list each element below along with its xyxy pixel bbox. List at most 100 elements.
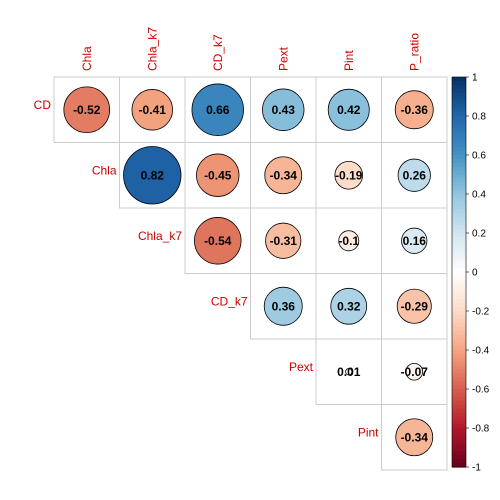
value-label-cd-k7-pint: 0.32 xyxy=(337,299,361,313)
circle-chla-k7-pext xyxy=(265,222,302,259)
colorbar-segment xyxy=(452,229,466,234)
colorbar-segment xyxy=(452,100,466,105)
value-label-chla-cd-k7: -0.45 xyxy=(204,168,232,182)
colorbar-segment xyxy=(452,381,466,386)
value-label-cd-k7-pext: 0.36 xyxy=(272,299,296,313)
colorbar-segment xyxy=(452,186,466,191)
colorbar-tick-label: 1 xyxy=(472,73,478,84)
colorbar-segment xyxy=(452,139,466,144)
circle-cd-chla-k7 xyxy=(131,89,173,131)
colorbar-segment xyxy=(452,330,466,335)
colorbar-segment xyxy=(452,190,466,195)
circle-chla-chla-k7 xyxy=(123,146,182,205)
colorbar-segment xyxy=(452,279,466,285)
colorbar-segment xyxy=(452,373,466,378)
circle-cd-k7-pint xyxy=(330,287,368,325)
colorbar-segment xyxy=(452,217,466,222)
colorbar-segment xyxy=(452,287,466,293)
colorbar-segment xyxy=(452,447,466,452)
row-label-pext: Pext xyxy=(289,360,314,374)
colorbar-segment xyxy=(452,240,466,246)
labels-layer: Chla Chla_k7 CD_k7 Pext Pint P_ratio CD Chla Chl… xyxy=(34,27,422,440)
colorbar-segment xyxy=(452,459,466,464)
value-label-chla-pext: -0.34 xyxy=(270,168,298,182)
circle-cd-chla xyxy=(63,86,111,134)
value-label-chla-k7-pint: -0.1 xyxy=(338,234,359,248)
row-label-cd-k7: CD_k7 xyxy=(211,295,248,309)
value-label-chla-k7-cd-k7: -0.54 xyxy=(204,234,232,248)
colorbar-segment xyxy=(452,318,466,324)
colorbar-segment xyxy=(452,350,466,355)
colorbar-segment xyxy=(452,291,466,296)
colorbar-segment xyxy=(452,77,466,82)
circle-chla-pext xyxy=(264,156,303,195)
value-label-cd-p-ratio: -0.36 xyxy=(401,103,429,117)
colorbar-segment xyxy=(452,307,466,312)
colorbar-segment xyxy=(452,412,466,417)
circle-chla-p-ratio xyxy=(397,158,431,192)
grid-layer xyxy=(53,76,448,471)
value-label-pext-pint: 0.01 xyxy=(337,365,361,379)
colorbar-segment xyxy=(452,225,466,230)
colorbar-segment xyxy=(452,174,466,179)
circle-pint-p-ratio xyxy=(395,418,434,457)
colorbar-segment xyxy=(452,451,466,456)
col-label-cd-k7: CD_k7 xyxy=(211,34,225,71)
circle-chla-k7-p-ratio xyxy=(401,227,428,254)
colorbar-segment xyxy=(452,209,466,215)
circle-cd-cd-k7 xyxy=(191,83,244,136)
colorbar-tick-label: 0 xyxy=(472,268,478,279)
colorbar-segment xyxy=(452,361,466,367)
colorbar-segment xyxy=(452,311,466,316)
circle-chla-k7-pint xyxy=(338,230,360,252)
colorbar-segment xyxy=(452,147,466,152)
col-label-chla: Chla xyxy=(80,46,94,71)
colorbar-segment xyxy=(452,194,466,199)
colorbar-segment xyxy=(452,112,466,117)
colorbar-segment xyxy=(452,264,466,269)
colorbar-segment xyxy=(452,268,466,273)
circle-cd-p-ratio xyxy=(394,90,434,130)
colorbar-segment xyxy=(452,92,466,98)
colorbar-segment xyxy=(452,439,466,445)
value-label-cd-chla: -0.52 xyxy=(73,103,101,117)
circle-cd-pext xyxy=(262,88,305,131)
colorbar-segment xyxy=(452,256,466,261)
value-label-cd-chla-k7: -0.41 xyxy=(139,103,167,117)
colorbar-segment xyxy=(452,119,466,125)
row-label-chla: Chla xyxy=(92,164,117,178)
value-label-chla-k7-pext: -0.31 xyxy=(270,234,298,248)
colorbar-segment xyxy=(452,233,466,238)
circle-chla-cd-k7 xyxy=(196,153,240,197)
colorbar-segment xyxy=(452,80,466,86)
value-label-chla-chla-k7: 0.82 xyxy=(141,168,165,182)
colorbar-tick-label: 0.2 xyxy=(472,229,486,240)
colorbar-tick-label: 0.8 xyxy=(472,112,486,123)
grid-cell-chla-k7-pint xyxy=(315,207,382,274)
colorbar-segment xyxy=(452,314,466,320)
colorbar-segment xyxy=(452,197,466,203)
colorbar-segment xyxy=(452,463,466,468)
value-label-chla-k7-p-ratio: 0.16 xyxy=(403,234,427,248)
colorbar-segment xyxy=(452,334,466,339)
colorbar-tick-label: 0.6 xyxy=(472,151,486,162)
colorbar-segment xyxy=(452,135,466,140)
colorbar-segment xyxy=(452,166,466,172)
colorbar-segment xyxy=(452,182,466,187)
colorbar-segment xyxy=(452,151,466,156)
col-label-p-ratio: P_ratio xyxy=(407,33,421,71)
colorbar-segment xyxy=(452,248,466,254)
value-label-cd-pext: 0.43 xyxy=(272,103,296,117)
colorbar-segment xyxy=(452,131,466,137)
colorbar-segment xyxy=(452,389,466,394)
col-label-pext: Pext xyxy=(276,46,290,71)
colorbar-segment xyxy=(452,404,466,410)
colorbar-segment xyxy=(452,424,466,429)
colorbar-segment xyxy=(452,295,466,300)
colorbar-segment xyxy=(452,127,466,133)
value-label-cd-cd-k7: 0.66 xyxy=(206,103,230,117)
colorbar-segment xyxy=(452,342,466,347)
colorbar-segment xyxy=(452,84,466,90)
colorbar-segment xyxy=(452,201,466,207)
colorbar-tick-label: -1 xyxy=(472,463,481,474)
